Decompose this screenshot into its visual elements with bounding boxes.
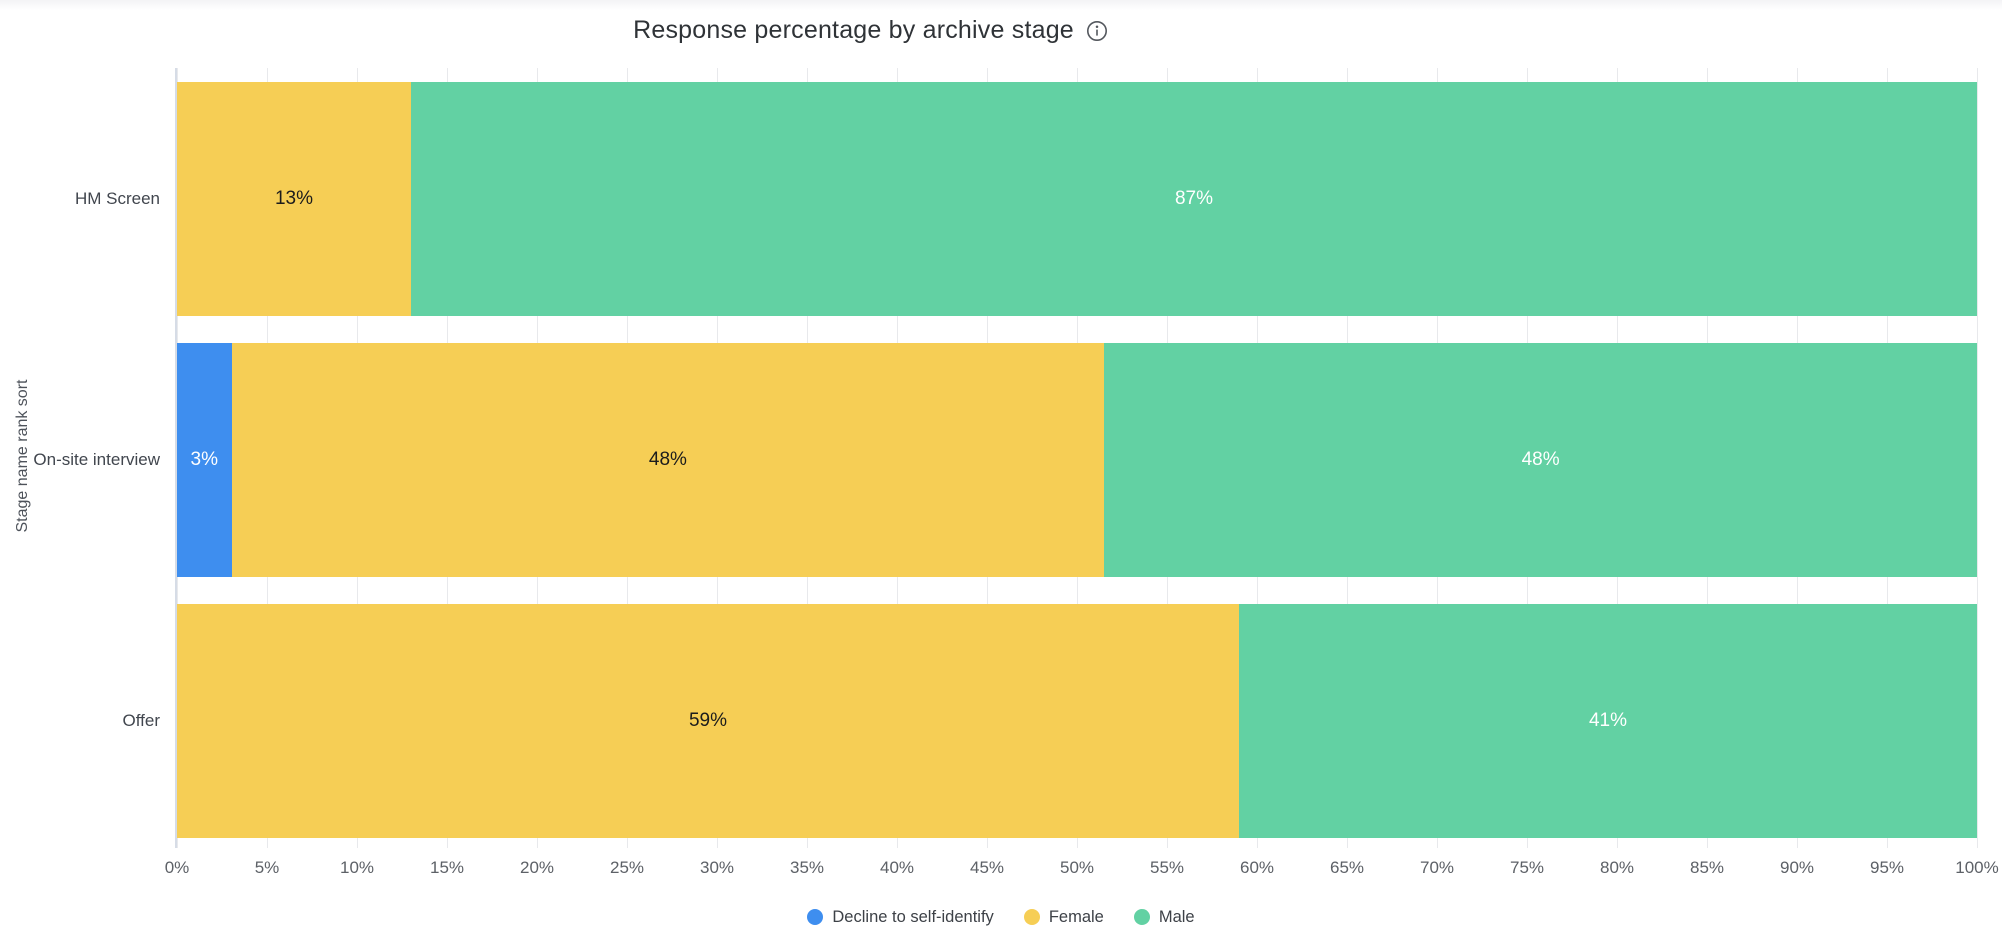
legend-label: Male [1158,907,1195,926]
legend-swatch-icon [807,909,824,925]
x-tick-label: 95% [1869,858,1905,877]
segment-value-label: 59% [688,710,728,731]
legend: Decline to self-identify Female Male [0,902,2002,932]
y-axis-line [175,68,177,848]
category-label-offer: Offer [122,711,160,730]
x-tick-label: 45% [969,858,1005,877]
legend-swatch-icon [1023,909,1040,925]
bar-segment-on-site-interview-male[interactable]: 48% [1104,343,1977,577]
x-tick-label: 70% [1419,858,1455,877]
plot-area: 13% 87% 3% 48% 48% 59% 41% [175,68,1978,848]
bar-row-hm-screen: 13% 87% [177,82,1977,316]
x-tick-label: 90% [1779,858,1815,877]
bar-segment-hm-screen-male[interactable]: 87% [411,82,1977,316]
segment-value-label: 41% [1588,710,1628,731]
x-tick-label: 25% [609,858,645,877]
x-tick-label: 80% [1599,858,1635,877]
x-tick-label: 40% [879,858,915,877]
bar-segment-on-site-interview-decline-to-self-identify[interactable]: 3% [177,343,232,577]
segment-value-label: 48% [1521,449,1560,470]
bar-row-on-site-interview: 3% 48% 48% [177,343,1977,577]
segment-value-label: 48% [648,449,687,470]
bar-segment-hm-screen-female[interactable]: 13% [177,82,411,316]
legend-item-male[interactable]: Male [1133,907,1195,927]
gridline [1977,68,1978,848]
x-tick-label: 35% [789,858,825,877]
info-icon[interactable] [1085,19,1109,43]
legend-item-decline-to-self-identify[interactable]: Decline to self-identify [807,907,994,927]
legend-item-female[interactable]: Female [1023,907,1104,927]
segment-value-label: 3% [190,449,218,470]
x-tick-label: 15% [429,858,465,877]
x-tick-label: 5% [254,858,280,877]
x-tick-label: 30% [699,858,735,877]
segment-value-label: 13% [274,188,314,209]
x-tick-label: 10% [339,858,375,877]
category-label-on-site-interview: On-site interview [33,450,160,469]
x-tick-label: 75% [1509,858,1545,877]
x-tick-label: 50% [1059,858,1095,877]
x-tick-label: 0% [164,858,190,877]
bar-segment-offer-male[interactable]: 41% [1239,604,1977,838]
bar-segment-offer-female[interactable]: 59% [177,604,1239,838]
x-tick-label: 20% [519,858,555,877]
chart-header: Response percentage by archive stage [0,14,1742,46]
segment-value-label: 87% [1174,188,1214,209]
category-label-hm-screen: HM Screen [74,189,160,208]
x-axis: 0% 5% 10% 15% 20% 25% 30% 35% 40% 45% 50% 55% 60% 65%… [165,858,1999,882]
bar-row-offer: 59% 41% [177,604,1977,838]
legend-swatch-icon [1133,909,1150,925]
x-tick-label: 65% [1329,858,1365,877]
x-tick-label: 60% [1239,858,1275,877]
x-tick-label: 55% [1149,858,1185,877]
x-tick-label: 100% [1955,858,1999,877]
x-tick-label: 85% [1689,858,1725,877]
chart-title: Response percentage by archive stage [633,16,1074,44]
legend-label: Female [1048,907,1104,926]
legend-label: Decline to self-identify [832,907,994,926]
top-fade-divider [0,0,2002,10]
bar-segment-on-site-interview-female[interactable]: 48% [231,343,1105,577]
